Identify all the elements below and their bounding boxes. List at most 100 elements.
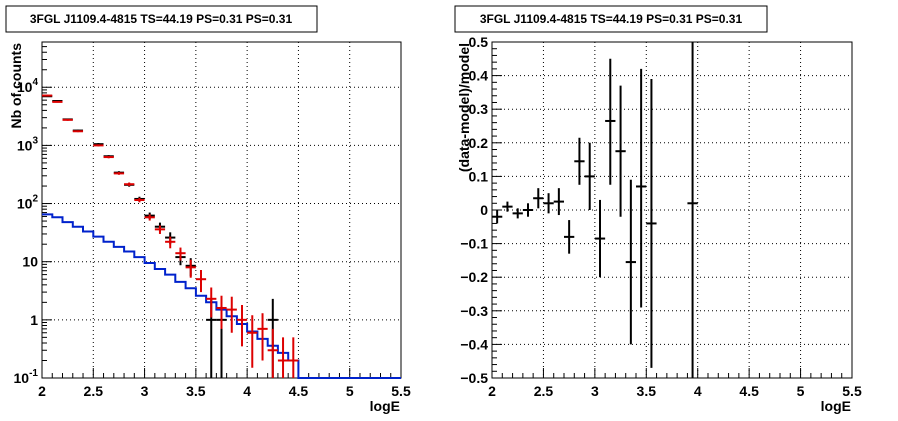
residual-y-tick-label: −0.1 [460,236,488,252]
residual-x-tick-label: 5.5 [842,383,862,399]
residual-panel: 2 2.5 3 3.5 4 4.5 5 5.5 −0.5 −0.4 −0.3 −0.2 −0.1 0 0.1… [454,5,862,414]
residual-data-point [605,58,616,185]
residual-tick-labels: 2 2.5 3 3.5 4 4.5 5 5.5 −0.5 −0.4 −0.3 −0.2 −0.1 0 0.1… [460,34,862,399]
counts-y-tick-exponent: 4 [32,77,38,88]
counts-data-point [216,295,227,329]
counts-y-tick-base: 10 [14,370,30,386]
residual-x-tick-label: 4.5 [739,383,759,399]
residual-data-point [564,220,575,254]
counts-y-tick-exponent: 3 [32,135,38,146]
counts-ticks [41,46,402,379]
residual-title: 3FGL J1109.4-4815 TS=44.19 PS=0.31 PS=0.… [480,12,743,26]
residual-y-tick-label: 0.5 [469,34,489,50]
residual-y-tick-label: 0.2 [469,135,489,151]
counts-y-tick-label: 103 [17,135,39,153]
counts-x-axis-title: logE [370,398,400,414]
counts-data-point [52,100,63,103]
counts-y-tick-exponent: 2 [32,194,38,205]
residual-y-tick-label: 0 [480,202,488,218]
residual-x-axis-title: logE [821,398,851,414]
counts-data-point [288,337,299,378]
residual-x-tick-label: 2 [488,383,496,399]
residual-data-point [492,210,503,224]
residual-data-point [615,85,626,217]
residual-marks [492,42,698,378]
counts-data-point [206,287,217,318]
counts-x-tick-label: 3 [141,383,149,399]
counts-x-tick-label: 2.5 [84,383,104,399]
counts-y-axis-title: Nb of counts [8,43,24,129]
counts-data-point [154,225,166,234]
counts-y-tick-base: 10 [22,254,38,270]
residual-y-axis-title: (data-model)/model [456,43,472,172]
residual-data-point [636,68,647,308]
counts-grid [42,42,401,378]
counts-data-point [195,269,207,293]
counts-data-point [277,337,289,378]
counts-x-tick-label: 5.5 [391,383,411,399]
residual-y-tick-label: −0.3 [460,303,488,319]
residual-x-tick-label: 3 [591,383,599,399]
counts-data-point [247,315,258,368]
residual-data-point [502,201,513,212]
residual-data-point [574,137,585,185]
residual-data-point [625,179,636,345]
residual-data-point [687,42,698,378]
residual-data-point [553,188,564,216]
residual-x-tick-label: 4 [694,383,702,399]
residual-y-tick-label: 0.1 [469,168,489,184]
counts-y-tick-base: 10 [17,79,33,95]
counts-data-point [175,247,186,261]
counts-data-point [62,118,73,121]
counts-marks [42,94,401,379]
counts-data-point [185,259,196,278]
counts-data-point [226,296,237,333]
residual-y-tick-label: 0.4 [469,68,489,84]
counts-x-tick-label: 4.5 [289,383,309,399]
counts-data-point [72,130,84,133]
counts-title: 3FGL J1109.4-4815 TS=44.19 PS=0.31 PS=0.… [30,12,293,26]
residual-y-tick-label: −0.5 [460,370,488,386]
residual-x-tick-label: 2.5 [534,383,554,399]
counts-y-tick-label: 104 [17,77,39,95]
counts-data-point [134,197,145,203]
counts-x-tick-label: 4 [243,383,251,399]
residual-data-point [543,193,554,214]
counts-x-tick-label: 2 [38,383,46,399]
counts-model-step-line [42,213,401,379]
residual-x-tick-label: 5 [797,383,805,399]
counts-data-point [42,94,53,97]
counts-data-point [165,236,176,249]
counts-data-point [113,172,125,175]
counts-data-point [236,305,248,347]
counts-x-tick-label: 5 [346,383,354,399]
counts-data-point [103,155,114,159]
counts-data-point [267,328,278,378]
residual-y-tick-label: −0.4 [460,336,488,352]
counts-y-tick-exponent: -1 [29,368,38,379]
counts-y-tick-base: 10 [17,196,33,212]
counts-y-tick-label: 102 [17,194,39,212]
residual-data-point [522,203,534,217]
residual-data-point [512,208,523,219]
residual-grid [492,42,852,378]
counts-y-tick-label: 1 [30,312,38,328]
residual-title-box [454,5,768,33]
counts-y-tick-label: 10-1 [14,368,39,386]
counts-title-box [5,5,318,33]
counts-y-tick-base: 1 [30,312,38,328]
counts-data-point [257,313,268,361]
residual-data-point [533,188,544,209]
residual-data-point [584,142,595,210]
residual-y-tick-label: 0.3 [469,101,489,117]
counts-data-point [124,182,135,187]
counts-x-tick-label: 3.5 [186,383,206,399]
counts-data-point [144,214,155,221]
residual-data-point [646,78,657,368]
counts-y-tick-label: 10 [22,254,38,270]
counts-y-tick-base: 10 [17,137,33,153]
residual-y-tick-label: −0.2 [460,269,488,285]
residual-data-point [594,199,606,278]
